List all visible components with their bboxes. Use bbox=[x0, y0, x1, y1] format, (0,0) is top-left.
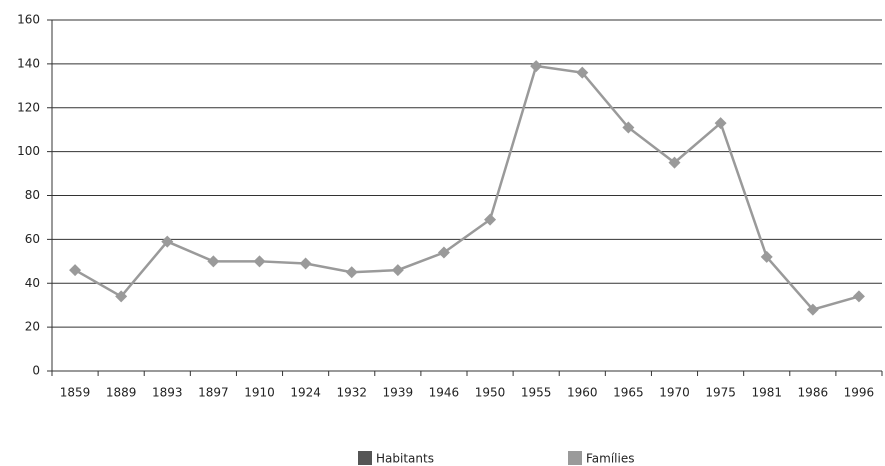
legend-label: Habitants bbox=[376, 452, 434, 466]
x-tick-label: 1955 bbox=[521, 386, 552, 400]
marker bbox=[622, 121, 635, 134]
legend-swatch bbox=[568, 451, 582, 465]
x-tick-label: 1946 bbox=[429, 386, 460, 400]
marker bbox=[299, 257, 312, 270]
marker bbox=[161, 235, 174, 248]
marker bbox=[437, 246, 450, 259]
y-tick-label: 100 bbox=[17, 144, 40, 158]
y-tick-label: 20 bbox=[25, 320, 40, 334]
y-tick-label: 0 bbox=[32, 364, 40, 378]
x-tick-label: 1889 bbox=[106, 386, 137, 400]
marker bbox=[852, 290, 865, 303]
x-tick-label: 1939 bbox=[383, 386, 414, 400]
x-tick-label: 1960 bbox=[567, 386, 598, 400]
x-tick-label: 1932 bbox=[336, 386, 367, 400]
marker bbox=[115, 290, 128, 303]
x-tick-label: 1859 bbox=[60, 386, 91, 400]
marker bbox=[253, 255, 266, 268]
x-tick-label: 1950 bbox=[475, 386, 506, 400]
legend-swatch bbox=[358, 451, 372, 465]
marker bbox=[69, 264, 82, 277]
x-tick-label: 1924 bbox=[290, 386, 321, 400]
marker bbox=[391, 264, 404, 277]
marker bbox=[576, 66, 589, 79]
marker bbox=[714, 117, 727, 130]
marker bbox=[760, 250, 773, 263]
x-tick-label: 1897 bbox=[198, 386, 229, 400]
marker bbox=[530, 60, 543, 73]
x-tick-label: 1965 bbox=[613, 386, 644, 400]
x-tick-label: 1975 bbox=[705, 386, 736, 400]
x-tick-label: 1910 bbox=[244, 386, 275, 400]
y-tick-label: 140 bbox=[17, 56, 40, 70]
legend-label: Famílies bbox=[586, 452, 634, 466]
x-tick-label: 1996 bbox=[844, 386, 875, 400]
marker bbox=[668, 156, 681, 169]
marker bbox=[345, 266, 358, 279]
marker bbox=[806, 303, 819, 316]
x-tick-label: 1970 bbox=[659, 386, 690, 400]
marker bbox=[484, 213, 497, 226]
y-tick-label: 80 bbox=[25, 188, 40, 202]
y-tick-label: 40 bbox=[25, 276, 40, 290]
y-tick-label: 60 bbox=[25, 232, 40, 246]
x-tick-label: 1986 bbox=[798, 386, 829, 400]
marker bbox=[207, 255, 220, 268]
series-line bbox=[74, 64, 860, 311]
y-tick-label: 160 bbox=[17, 13, 40, 27]
x-tick-label: 1981 bbox=[751, 386, 782, 400]
x-tick-label: 1893 bbox=[152, 386, 183, 400]
y-tick-label: 120 bbox=[17, 100, 40, 114]
